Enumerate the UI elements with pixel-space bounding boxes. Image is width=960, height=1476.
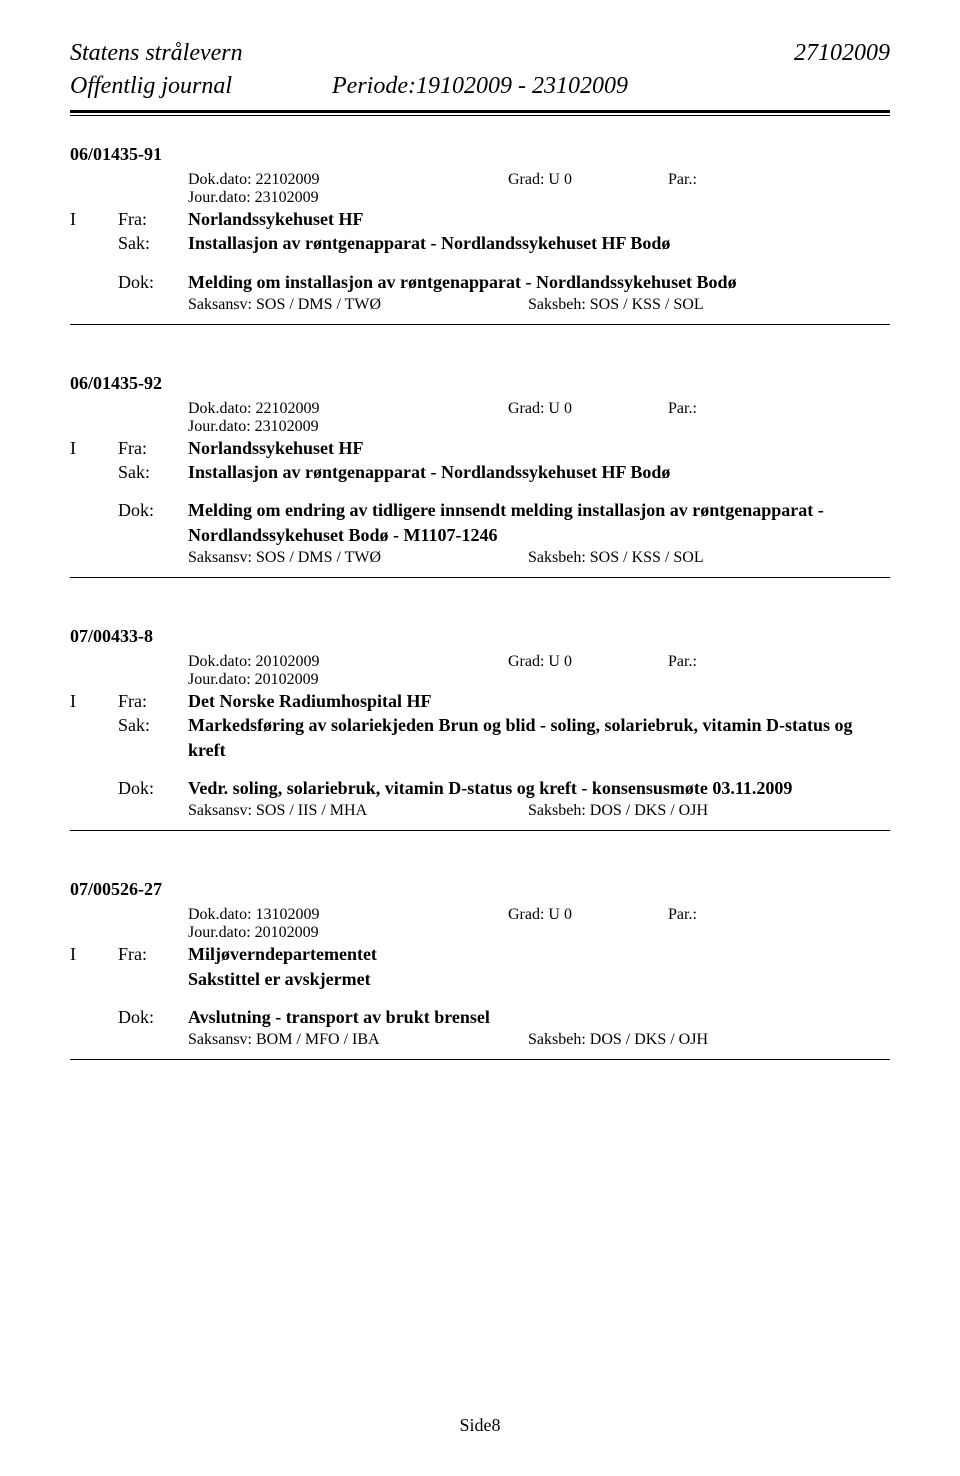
- io-marker: I: [70, 689, 118, 713]
- io-marker: I: [70, 436, 118, 460]
- dokdato-row: Dok.dato: 22102009 Grad: U 0 Par.:: [188, 400, 890, 418]
- dok-value: Melding om endring av tidligere innsendt…: [188, 498, 890, 547]
- journal-entry: 07/00433-8 Dok.dato: 20102009 Grad: U 0 …: [70, 626, 890, 831]
- jourdato: Jour.dato: 23102009: [188, 418, 890, 436]
- jourdato: Jour.dato: 23102009: [188, 189, 890, 207]
- fra-label: Fra:: [118, 689, 188, 713]
- sak-value: Installasjon av røntgenapparat - Nordlan…: [188, 460, 890, 484]
- case-id: 06/01435-92: [70, 373, 890, 394]
- fra-value: Norlandssykehuset HF: [188, 436, 890, 460]
- header-second: Offentlig journal Periode:19102009 - 231…: [70, 73, 890, 100]
- sak-value: Sakstittel er avskjermet: [188, 967, 890, 991]
- empty-cell: [70, 460, 118, 484]
- par: Par.:: [668, 906, 697, 924]
- dok-label: Dok:: [118, 1005, 188, 1029]
- par: Par.:: [668, 653, 697, 671]
- empty-cell: [70, 776, 118, 800]
- journal-entry: 06/01435-91 Dok.dato: 22102009 Grad: U 0…: [70, 144, 890, 325]
- saksbeh: Saksbeh: DOS / DKS / OJH: [528, 802, 708, 820]
- journal-entry: 07/00526-27 Dok.dato: 13102009 Grad: U 0…: [70, 879, 890, 1060]
- dokdato: Dok.dato: 22102009: [188, 400, 508, 418]
- saksansv: Saksansv: BOM / MFO / IBA: [188, 1031, 528, 1049]
- dok-value: Melding om installasjon av røntgenappara…: [188, 270, 890, 294]
- empty-cell: [70, 967, 118, 991]
- saksbeh: Saksbeh: SOS / KSS / SOL: [528, 549, 704, 567]
- saksbeh: Saksbeh: DOS / DKS / OJH: [528, 1031, 708, 1049]
- empty-cell: [70, 498, 118, 547]
- sak-label: Sak:: [118, 713, 188, 762]
- fra-label: Fra:: [118, 942, 188, 966]
- header-date: 27102009: [794, 40, 890, 67]
- header-rule: [70, 110, 890, 116]
- org-name: Statens strålevern: [70, 40, 243, 67]
- period-label: Periode:19102009 - 23102009: [332, 73, 628, 100]
- case-id: 07/00526-27: [70, 879, 890, 900]
- case-id: 07/00433-8: [70, 626, 890, 647]
- saksbeh: Saksbeh: SOS / KSS / SOL: [528, 296, 704, 314]
- case-id: 06/01435-91: [70, 144, 890, 165]
- jourdato: Jour.dato: 20102009: [188, 671, 890, 689]
- sak-label: Sak:: [118, 460, 188, 484]
- io-marker: I: [70, 207, 118, 231]
- dokdato-row: Dok.dato: 20102009 Grad: U 0 Par.:: [188, 653, 890, 671]
- dok-value: Vedr. soling, solariebruk, vitamin D-sta…: [188, 776, 890, 800]
- sak-label: Sak:: [118, 231, 188, 255]
- fra-label: Fra:: [118, 207, 188, 231]
- entry-divider: [70, 324, 890, 325]
- entry-divider: [70, 830, 890, 831]
- dok-label: Dok:: [118, 776, 188, 800]
- fra-value: Miljøverndepartementet: [188, 942, 890, 966]
- entry-divider: [70, 1059, 890, 1060]
- grad: Grad: U 0: [508, 400, 668, 418]
- sak-value: Installasjon av røntgenapparat - Nordlan…: [188, 231, 890, 255]
- sak-value: Markedsføring av solariekjeden Brun og b…: [188, 713, 890, 762]
- dok-label: Dok:: [118, 498, 188, 547]
- fra-value: Det Norske Radiumhospital HF: [188, 689, 890, 713]
- grad: Grad: U 0: [508, 171, 668, 189]
- dokdato-row: Dok.dato: 13102009 Grad: U 0 Par.:: [188, 906, 890, 924]
- dokdato-row: Dok.dato: 22102009 Grad: U 0 Par.:: [188, 171, 890, 189]
- sak-label: [118, 967, 188, 991]
- entry-divider: [70, 577, 890, 578]
- empty-cell: [70, 270, 118, 294]
- grad: Grad: U 0: [508, 653, 668, 671]
- grad: Grad: U 0: [508, 906, 668, 924]
- saksansv: Saksansv: SOS / IIS / MHA: [188, 802, 528, 820]
- dokdato: Dok.dato: 22102009: [188, 171, 508, 189]
- journal-label: Offentlig journal: [70, 73, 232, 100]
- fra-label: Fra:: [118, 436, 188, 460]
- header-top: Statens strålevern 27102009: [70, 40, 890, 67]
- page-footer: Side8: [0, 1415, 960, 1436]
- empty-cell: [70, 231, 118, 255]
- dok-label: Dok:: [118, 270, 188, 294]
- fra-value: Norlandssykehuset HF: [188, 207, 890, 231]
- empty-cell: [70, 1005, 118, 1029]
- par: Par.:: [668, 171, 697, 189]
- saksansv: Saksansv: SOS / DMS / TWØ: [188, 296, 528, 314]
- dokdato: Dok.dato: 20102009: [188, 653, 508, 671]
- par: Par.:: [668, 400, 697, 418]
- saksansv: Saksansv: SOS / DMS / TWØ: [188, 549, 528, 567]
- io-marker: I: [70, 942, 118, 966]
- empty-cell: [70, 713, 118, 762]
- dok-value: Avslutning - transport av brukt brensel: [188, 1005, 890, 1029]
- journal-entry: 06/01435-92 Dok.dato: 22102009 Grad: U 0…: [70, 373, 890, 578]
- dokdato: Dok.dato: 13102009: [188, 906, 508, 924]
- jourdato: Jour.dato: 20102009: [188, 924, 890, 942]
